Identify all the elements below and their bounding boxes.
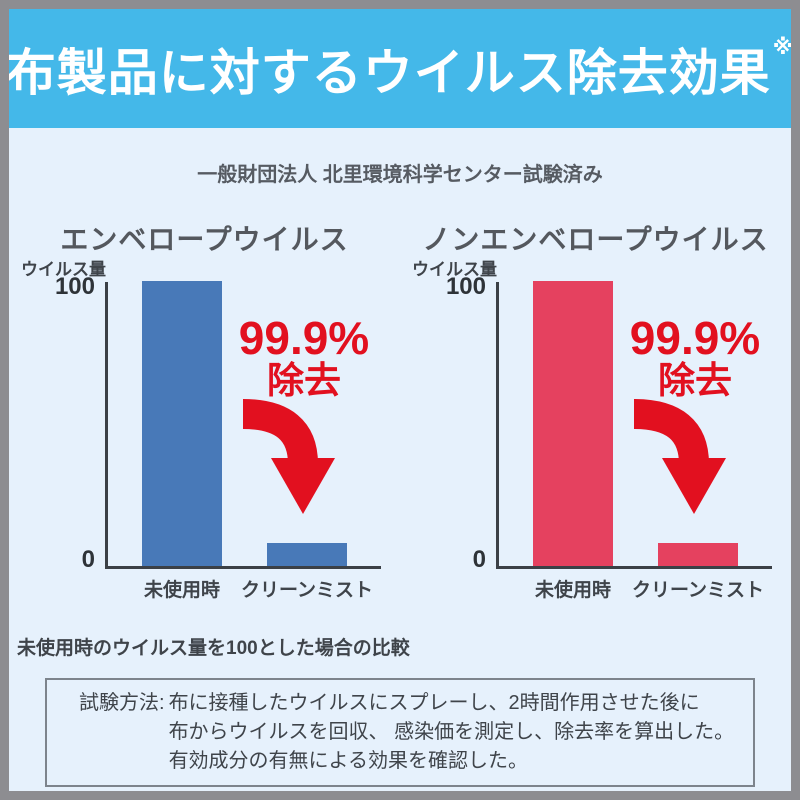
page-title: 布製品に対するウイルス除去効果※ xyxy=(5,33,795,105)
test-method-label: 試験方法: xyxy=(79,692,165,714)
charts-row: エンベロープウイルス ウイルス量 100 0 未使用時 クリーンミスト 99.9… xyxy=(9,218,791,605)
y-axis-line xyxy=(496,282,499,569)
removal-annotation: 99.9% 除去 xyxy=(209,315,399,400)
comparison-footnote: 未使用時のウイルス量を100とした場合の比較 xyxy=(17,638,410,659)
curved-down-arrow-icon xyxy=(634,399,726,514)
y-axis-label: ウイルス量 xyxy=(21,260,106,279)
reference-mark: ※ xyxy=(772,35,795,59)
method-line: 有効成分の有無による効果を確認した。 xyxy=(168,750,528,772)
category-label-unused: 未使用時 xyxy=(143,580,220,601)
bar-clean-mist xyxy=(267,543,347,566)
test-method-text: 布に接種したウイルスにスプレーし、2時間作用させた後に 布からウイルスを回収、 … xyxy=(169,689,735,776)
removal-word: 除去 xyxy=(658,359,732,401)
y-axis-label: ウイルス量 xyxy=(412,260,497,279)
y-tick-0: 0 xyxy=(81,546,95,573)
y-axis-line xyxy=(105,282,108,569)
chart-non-envelope-virus: ノンエンベロープウイルス ウイルス量 100 0 未使用時 クリーンミスト 99… xyxy=(400,218,791,605)
removal-percentage: 99.9% xyxy=(238,312,370,364)
y-tick-100: 100 xyxy=(445,273,486,300)
removal-annotation: 99.9% 除去 xyxy=(600,315,790,400)
y-tick-0: 0 xyxy=(472,546,486,573)
y-tick-100: 100 xyxy=(54,273,95,300)
x-axis-line xyxy=(105,566,381,569)
removal-percentage: 99.9% xyxy=(629,312,761,364)
bar-unused xyxy=(142,281,222,566)
x-axis-line xyxy=(496,566,772,569)
page-title-text: 布製品に対するウイルス除去効果 xyxy=(5,44,771,101)
test-certification-subtitle: 一般財団法人 北里環境科学センター試験済み xyxy=(197,164,603,186)
bar-plot: ウイルス量 100 0 未使用時 クリーンミスト 99.9% 除去 xyxy=(400,255,791,605)
bar-clean-mist xyxy=(658,543,738,566)
curved-down-arrow-icon xyxy=(243,399,335,514)
bar-plot: ウイルス量 100 0 未使用時 クリーンミスト 99.9% 除去 xyxy=(9,255,400,605)
chart-envelope-virus: エンベロープウイルス ウイルス量 100 0 未使用時 クリーンミスト 99.9… xyxy=(9,218,400,605)
category-label-clean-mist: クリーンミスト xyxy=(240,580,374,601)
category-label-unused: 未使用時 xyxy=(534,580,611,601)
header-banner: 布製品に対するウイルス除去効果※ xyxy=(9,9,791,128)
chart-title: エンベロープウイルス xyxy=(60,224,349,255)
method-line: 布からウイルスを回収、 感染価を測定し、除去率を算出した。 xyxy=(168,721,735,743)
test-method-box: 試験方法: 布に接種したウイルスにスプレーし、2時間作用させた後に 布からウイル… xyxy=(45,678,755,787)
bar-unused xyxy=(533,281,613,566)
chart-title: ノンエンベロープウイルス xyxy=(422,224,769,255)
category-label-clean-mist: クリーンミスト xyxy=(631,580,765,601)
removal-word: 除去 xyxy=(267,359,341,401)
method-line: 布に接種したウイルスにスプレーし、2時間作用させた後に xyxy=(168,692,700,714)
